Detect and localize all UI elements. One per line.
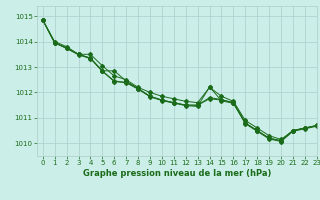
X-axis label: Graphe pression niveau de la mer (hPa): Graphe pression niveau de la mer (hPa): [83, 169, 271, 178]
